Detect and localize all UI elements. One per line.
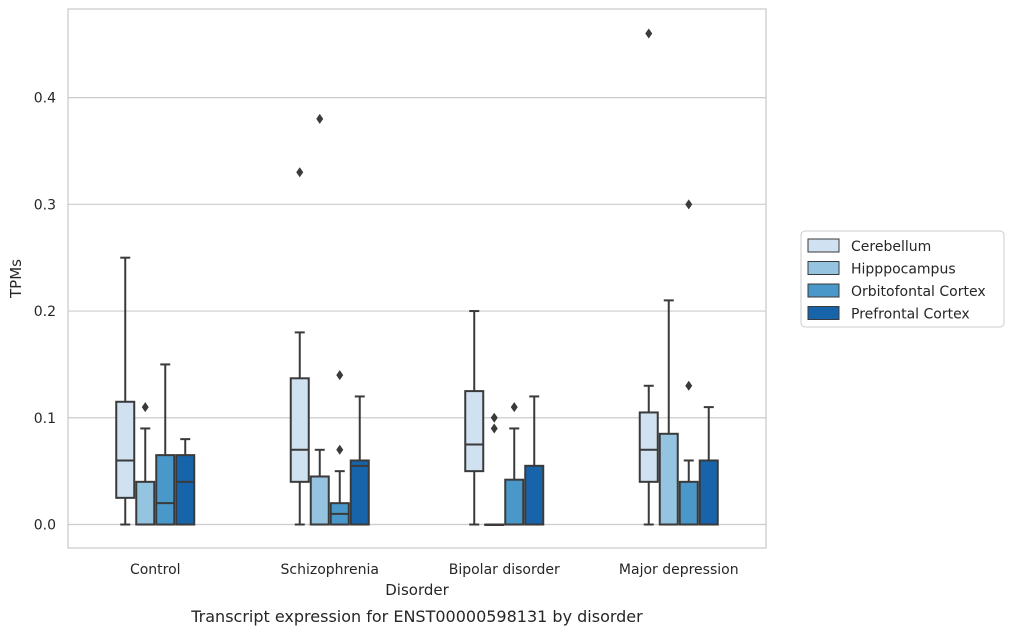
legend-label: Prefrontal Cortex (851, 307, 970, 323)
box-hipppocampus (484, 412, 505, 527)
box-iqr (678, 480, 699, 526)
x-tick-label: Control (130, 562, 181, 578)
box-hipppocampus (658, 299, 679, 526)
box-iqr (309, 475, 330, 526)
legend-label: Hipppocampus (851, 262, 956, 278)
box-orbitofontal-cortex (155, 363, 176, 526)
y-axis-title: TPMs (7, 259, 25, 299)
box-hipppocampus (309, 113, 330, 526)
box-orbitofontal-cortex (504, 402, 525, 526)
box-prefrontal-cortex (175, 438, 196, 526)
legend-swatch (807, 283, 840, 298)
y-tick-label: 0.3 (34, 197, 56, 213)
outlier-point (316, 113, 324, 124)
box-iqr (658, 432, 679, 526)
y-ticks: 0.0 0.1 0.2 0.3 0.4 (34, 91, 56, 534)
box-prefrontal-cortex (698, 406, 719, 526)
outlier-point (296, 167, 304, 178)
box-iqr (175, 454, 196, 526)
y-tick-label: 0.4 (34, 91, 56, 107)
legend-label: Orbitofontal Cortex (851, 284, 986, 300)
box-cerebellum (115, 256, 136, 526)
box-iqr (155, 454, 176, 526)
legend-swatch (807, 238, 840, 253)
outlier-point (685, 380, 693, 391)
box-iqr (464, 390, 485, 473)
chart-title: Transcript expression for ENST0000059813… (190, 607, 643, 626)
legend-label: Cerebellum (851, 239, 931, 255)
outlier-point (336, 370, 344, 381)
box-iqr (115, 400, 136, 499)
outlier-point (336, 444, 344, 455)
y-tick-label: 0.1 (34, 411, 56, 427)
outlier-point (685, 199, 693, 210)
box-cerebellum (464, 310, 485, 526)
y-tick-label: 0.0 (34, 518, 56, 534)
outlier-point (510, 402, 518, 413)
box-iqr (349, 459, 370, 526)
y-tick-label: 0.2 (34, 304, 56, 320)
box-iqr (524, 464, 545, 526)
x-tick-label: Major depression (619, 562, 739, 578)
box-orbitofontal-cortex (329, 370, 350, 526)
outlier-point (645, 28, 653, 39)
box-iqr (504, 478, 525, 526)
legend: Cerebellum Hipppocampus Orbitofontal Corte… (800, 230, 1005, 328)
legend-frame (800, 230, 1005, 328)
box-prefrontal-cortex (349, 395, 370, 526)
box-iqr (135, 480, 156, 526)
plot-frame (67, 8, 767, 549)
box-cerebellum (638, 28, 659, 526)
legend-swatch (807, 261, 840, 275)
outlier-point (141, 402, 149, 413)
boxes (115, 28, 719, 527)
box-hipppocampus (135, 402, 156, 526)
x-tick-label: Schizophrenia (281, 562, 379, 578)
x-tick-label: Bipolar disorder (449, 562, 560, 578)
legend-swatch (807, 306, 840, 320)
box-iqr (698, 459, 719, 526)
box-cerebellum (289, 167, 310, 526)
box-orbitofontal-cortex (678, 199, 699, 526)
x-axis-title: Disorder (385, 581, 449, 599)
box-prefrontal-cortex (524, 395, 545, 526)
outlier-point (490, 423, 498, 434)
box-iqr (638, 411, 659, 483)
box-iqr (289, 377, 310, 483)
outlier-point (490, 412, 498, 423)
x-ticks: Control Schizophrenia Bipolar disorder Majo… (130, 562, 739, 578)
